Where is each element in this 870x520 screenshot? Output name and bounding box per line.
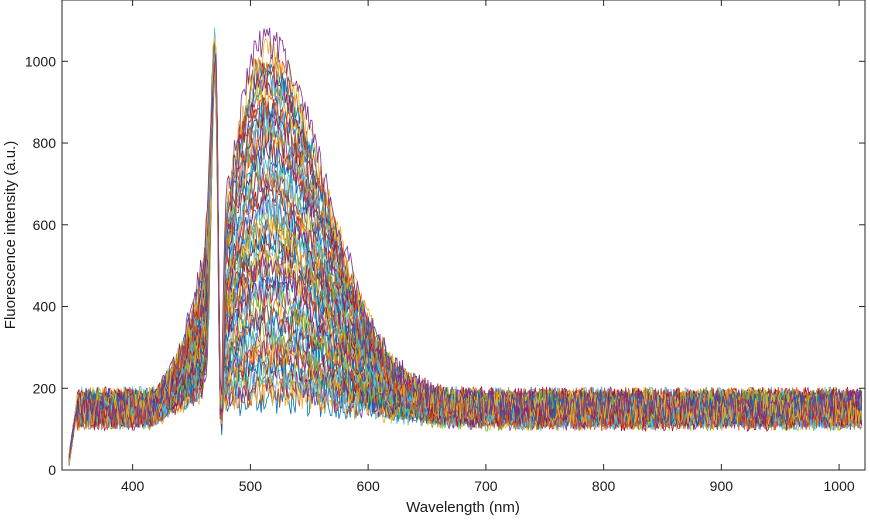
y-tick-label: 600 (33, 217, 57, 233)
y-tick-label: 1000 (25, 53, 56, 69)
spectrum-line (68, 40, 863, 460)
x-tick-label: 900 (710, 478, 734, 494)
axes-layer: 400 500 600 700 800 900 1000 0 200 400 600 800 1000 (25, 0, 866, 494)
x-tick-label: 800 (592, 478, 616, 494)
y-tick-label: 400 (33, 299, 57, 315)
x-tick-label: 600 (356, 478, 380, 494)
x-tick-label: 400 (121, 478, 145, 494)
x-tick-label: 1000 (824, 478, 855, 494)
y-tick-label: 200 (33, 380, 57, 396)
y-tick-label: 0 (48, 462, 56, 478)
y-tick-label: 800 (33, 135, 57, 151)
spectrum-line (68, 27, 863, 459)
x-tick-label: 700 (474, 478, 498, 494)
y-axis-label: Fluorescence intensity (a.u.) (2, 141, 19, 329)
x-tick-label: 500 (239, 478, 263, 494)
x-axis-label: Wavelength (nm) (406, 499, 520, 516)
axes-box (61, 0, 866, 471)
series-layer (68, 27, 863, 466)
